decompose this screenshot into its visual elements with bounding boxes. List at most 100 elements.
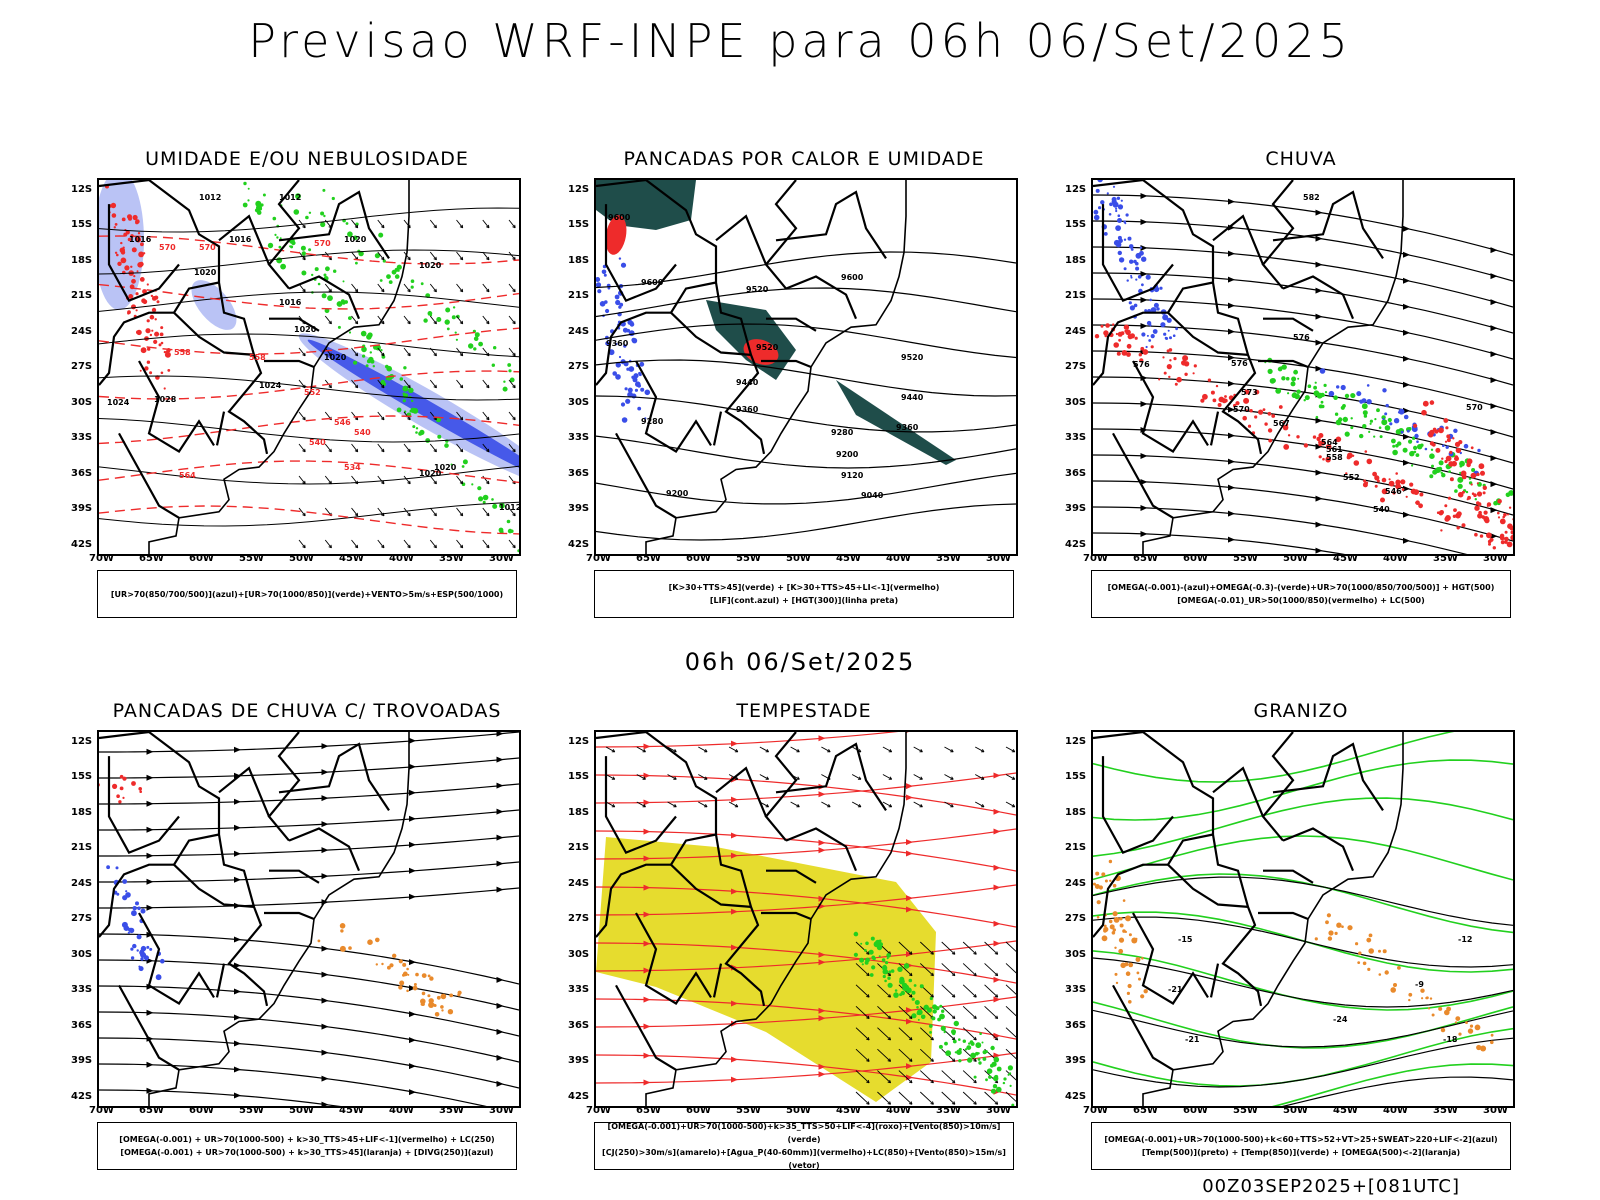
contour-label: 582 bbox=[1303, 193, 1320, 202]
lat-tick: 15S bbox=[1065, 771, 1087, 783]
lat-tick: 36S bbox=[71, 1019, 93, 1031]
lat-tick: 33S bbox=[71, 432, 93, 444]
contour-label: 1024 bbox=[107, 398, 130, 407]
lon-tick: 50W bbox=[1283, 1105, 1308, 1116]
lat-tick: 39S bbox=[1065, 1055, 1087, 1067]
contour-label: 9360 bbox=[606, 339, 629, 348]
contour-label: 1020 bbox=[434, 463, 457, 472]
legend-granizo: [OMEGA(-0.001)+UR>70(1000-500)+k<60+TTS>… bbox=[1091, 1122, 1511, 1170]
lat-tick: 33S bbox=[568, 984, 590, 996]
lat-tick: 27S bbox=[1065, 361, 1087, 373]
contour-label: -24 bbox=[1333, 1015, 1348, 1024]
lat-tick: 24S bbox=[568, 325, 590, 337]
legend-line: [UR>70(850/700/500)](azul)+[UR>70(1000/8… bbox=[110, 589, 504, 599]
lon-tick: 65W bbox=[1133, 553, 1158, 564]
lon-tick: 45W bbox=[836, 553, 861, 564]
lat-tick: 33S bbox=[71, 984, 93, 996]
contour-label: -15 bbox=[1178, 935, 1193, 944]
lat-tick: 12S bbox=[1065, 184, 1087, 195]
lon-tick: 60W bbox=[1183, 553, 1208, 564]
lat-tick: 30S bbox=[1065, 396, 1087, 408]
lat-tick: 39S bbox=[71, 503, 93, 515]
lat-tick: 36S bbox=[568, 1019, 590, 1031]
contour-label: 9200 bbox=[666, 489, 689, 498]
contour-label: 1012 bbox=[279, 193, 301, 202]
lon-tick: 65W bbox=[139, 553, 164, 564]
lon-tick: 55W bbox=[736, 1105, 761, 1116]
panel-title-umidade: UMIDADE E/OU NEBULOSIDADE bbox=[145, 148, 469, 170]
lat-tick: 36S bbox=[71, 467, 93, 479]
legend-tempestade: [OMEGA(-0.001)+UR>70(1000-500)+k>35_TTS>… bbox=[594, 1122, 1014, 1170]
lon-tick: 60W bbox=[686, 553, 711, 564]
legend-line: [OMEGA(-0.001) + UR>70(1000-500) + k>30_… bbox=[120, 1148, 494, 1157]
lat-tick: 30S bbox=[1065, 948, 1087, 960]
contour-label: 1016 bbox=[129, 235, 152, 244]
contour-label: 1020 bbox=[294, 325, 317, 334]
contour-label: 546 bbox=[334, 418, 351, 427]
contour-label: 1012 bbox=[199, 193, 221, 202]
contour-label: 576 bbox=[1293, 333, 1310, 342]
lat-tick: 42S bbox=[71, 1090, 93, 1102]
lat-tick: 15S bbox=[568, 219, 590, 231]
legend-pancadas-trovoadas: [OMEGA(-0.001) + UR>70(1000-500) + k>30_… bbox=[97, 1122, 517, 1170]
lat-tick: 24S bbox=[71, 325, 93, 337]
contour-label: 570 bbox=[1466, 403, 1483, 412]
lon-tick: 40W bbox=[389, 553, 414, 564]
lat-tick: 39S bbox=[71, 1055, 93, 1067]
contour-label: 546 bbox=[1385, 487, 1402, 496]
lon-tick: 65W bbox=[636, 553, 661, 564]
lon-tick: 40W bbox=[886, 1105, 911, 1116]
contour-label: 9120 bbox=[841, 471, 864, 480]
contour-label: 9440 bbox=[736, 378, 759, 387]
lon-tick: 30W bbox=[489, 553, 514, 564]
run-footer: 00Z03SEP2025+[081UTC] bbox=[1202, 1176, 1460, 1197]
lon-tick: 35W bbox=[1433, 553, 1458, 564]
contour-label: 567 bbox=[1273, 419, 1290, 428]
lat-tick: 27S bbox=[1065, 913, 1087, 925]
lat-tick: 42S bbox=[1065, 538, 1087, 550]
lon-tick: 55W bbox=[239, 1105, 264, 1116]
lon-tick: 50W bbox=[289, 1105, 314, 1116]
contour-label: 540 bbox=[309, 438, 326, 447]
lat-tick: 18S bbox=[71, 806, 93, 818]
lat-tick: 18S bbox=[568, 254, 590, 266]
lat-tick: 12S bbox=[71, 184, 93, 195]
lat-tick: 36S bbox=[568, 467, 590, 479]
contour-label: 558 bbox=[174, 348, 191, 357]
lat-tick: 27S bbox=[568, 913, 590, 925]
lat-tick: 21S bbox=[568, 290, 590, 302]
lat-tick: 30S bbox=[71, 396, 93, 408]
lon-tick: 50W bbox=[786, 553, 811, 564]
lat-tick: 21S bbox=[71, 842, 93, 854]
contour-label: 9520 bbox=[756, 343, 779, 352]
lon-tick: 70W bbox=[586, 553, 611, 564]
lon-tick: 55W bbox=[1233, 553, 1258, 564]
legend-line: [OMEGA(-0.001) + UR>70(1000-500) + k>30_… bbox=[119, 1135, 495, 1144]
contour-label: -12 bbox=[1458, 935, 1472, 944]
lon-tick: 35W bbox=[936, 1105, 961, 1116]
lon-tick: 70W bbox=[586, 1105, 611, 1116]
lon-tick: 55W bbox=[1233, 1105, 1258, 1116]
lat-tick: 21S bbox=[1065, 290, 1087, 302]
map-panel-pancadas-calor: 9600 9520 9600 9600 9520 9520 9440 9360 9360 9440… bbox=[594, 178, 1018, 556]
lon-tick: 70W bbox=[89, 1105, 114, 1116]
lon-tick: 30W bbox=[1483, 553, 1508, 564]
lat-tick: 15S bbox=[71, 219, 93, 231]
lat-tick: 15S bbox=[71, 771, 93, 783]
lat-tick: 39S bbox=[568, 1055, 590, 1067]
lon-tick: 30W bbox=[986, 1105, 1011, 1116]
contour-label: 9280 bbox=[641, 417, 664, 426]
contour-label: 540 bbox=[1373, 505, 1390, 514]
lat-tick: 18S bbox=[71, 254, 93, 266]
contour-label: 534 bbox=[344, 463, 361, 472]
contour-label: 9360 bbox=[736, 405, 759, 414]
lon-tick: 35W bbox=[439, 1105, 464, 1116]
map-panel-tempestade bbox=[594, 730, 1018, 1108]
lon-tick: 40W bbox=[886, 553, 911, 564]
mid-title: 06h 06/Set/2025 bbox=[684, 648, 916, 676]
contour-label: 561 bbox=[1326, 445, 1343, 454]
contour-label: 9200 bbox=[836, 450, 859, 459]
lon-tick: 45W bbox=[339, 553, 364, 564]
lat-tick: 12S bbox=[568, 184, 590, 195]
lat-tick: 33S bbox=[1065, 432, 1087, 444]
